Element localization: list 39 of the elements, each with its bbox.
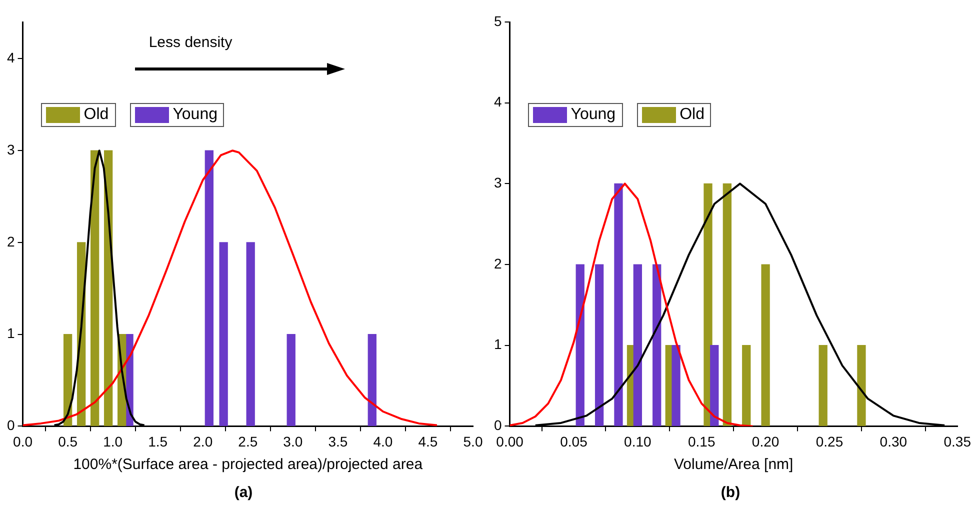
x-tick-label: 4.0: [373, 433, 393, 450]
x-tick-label: 4.5: [418, 433, 438, 450]
y-tick-label: 4: [6, 50, 15, 66]
x-tick-label: 0.5: [58, 433, 78, 450]
x-tick-label: 0.25: [816, 433, 844, 450]
y-tick-label: 5: [494, 12, 502, 29]
x-tick-label: 3.5: [328, 433, 348, 450]
x-tick-label: 0.05: [560, 433, 588, 450]
x-tick-label: 0.35: [944, 433, 972, 450]
y-tick-label: 1: [494, 336, 502, 352]
legend-label: Old: [680, 106, 704, 124]
x-tick-label: 0.30: [880, 433, 908, 450]
x-tick-label: 1.5: [148, 433, 168, 450]
y-tick-label: 4: [494, 94, 502, 110]
annotation: Less density: [148, 34, 232, 51]
y-tick-label: 1: [6, 325, 15, 342]
x-tick-label: 0.20: [752, 433, 780, 450]
text: (a): [233, 484, 254, 501]
x-axis-title: Volume/Area [nm]: [674, 456, 794, 474]
legend-label: Old: [84, 106, 109, 124]
x-tick-label: 2.5: [238, 433, 258, 450]
text: (b): [720, 484, 742, 501]
y-tick-label: 0: [6, 417, 15, 434]
y-tick-label: 3: [494, 174, 502, 191]
y-tick-label: 2: [494, 255, 502, 272]
x-tick-label: 0.0: [13, 433, 33, 450]
y-tick-label: 3: [6, 141, 15, 158]
x-tick-label: 0.00: [496, 433, 524, 450]
y-tick-label: 0: [494, 417, 502, 434]
legend-label: Young: [570, 106, 616, 124]
x-tick-label: 0.10: [624, 433, 652, 450]
y-tick-label: 2: [6, 233, 15, 250]
x-axis-title: 100%*(Surface area - projected area)/projected area: [73, 456, 424, 474]
x-tick-label: 2.0: [193, 433, 213, 450]
x-tick-label: 3.0: [283, 433, 303, 450]
legend-label: Young: [172, 106, 218, 124]
x-tick-label: 1.0: [103, 433, 123, 450]
x-tick-label: 0.15: [688, 433, 716, 450]
x-tick-label: 5.0: [463, 433, 483, 450]
